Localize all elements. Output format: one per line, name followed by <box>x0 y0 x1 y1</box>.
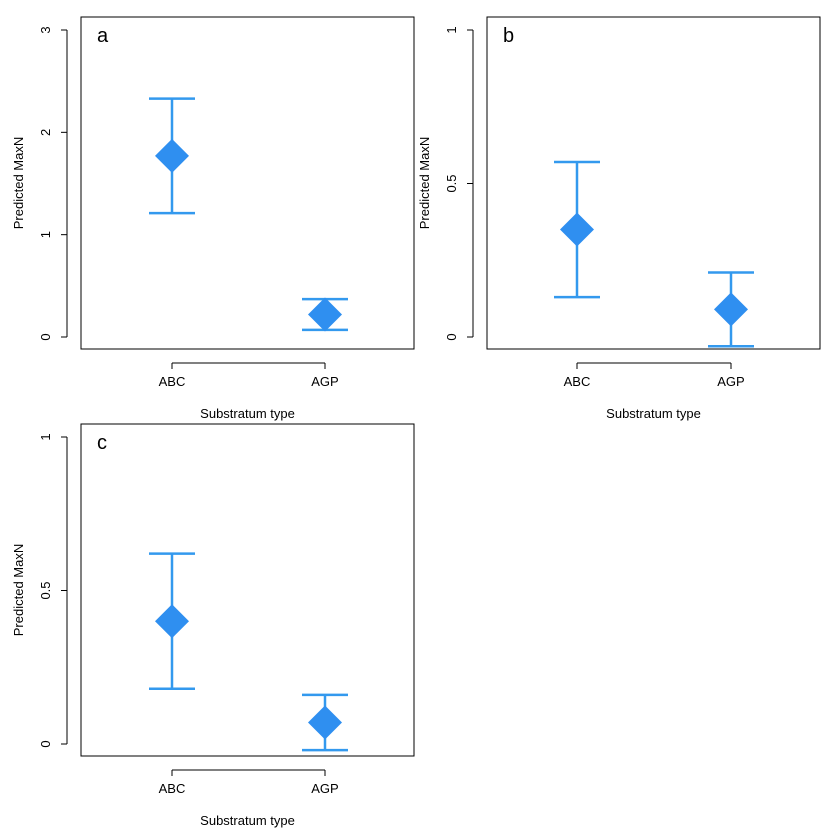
panel-letter: c <box>97 432 107 454</box>
x-tick-label: AGP <box>717 374 744 389</box>
y-tick-label: 1 <box>38 433 53 440</box>
point-abc <box>155 604 189 639</box>
point-abc <box>155 138 189 173</box>
y-tick-label: 1 <box>444 26 459 33</box>
y-tick-label: 3 <box>38 26 53 33</box>
panel-b: b 0 0.5 1 Predicted MaxN ABC AGP Substratum typ… <box>417 16 821 421</box>
panel-c: c 0 0.5 1 Predicted MaxN ABC AGP Substratum typ… <box>11 423 415 828</box>
y-tick-label: 0 <box>444 333 459 340</box>
x-axis-title: Substratum type <box>200 406 295 421</box>
panel-a: a 0 1 2 3 Predicted MaxN ABC AGP Substratum type <box>11 16 415 421</box>
x-axis-title: Substratum type <box>606 406 701 421</box>
y-axis-title: Predicted MaxN <box>11 137 26 229</box>
y-tick-label: 1 <box>38 231 53 238</box>
plot-frame <box>486 16 821 350</box>
panel-letter: a <box>97 25 109 47</box>
point-abc <box>560 212 594 247</box>
panel-letter: b <box>503 25 514 47</box>
x-tick-label: ABC <box>159 374 186 389</box>
point-agp <box>308 705 342 740</box>
point-agp <box>714 292 748 327</box>
x-tick-label: ABC <box>159 781 186 796</box>
x-tick-label: AGP <box>311 374 338 389</box>
point-agp <box>308 297 342 332</box>
plot-frame <box>80 16 415 350</box>
plot-frame <box>80 423 415 757</box>
y-axis-title: Predicted MaxN <box>11 544 26 636</box>
y-tick-label: 0.5 <box>444 174 459 192</box>
x-axis-title: Substratum type <box>200 813 295 828</box>
y-axis-title: Predicted MaxN <box>417 137 432 229</box>
y-tick-label: 0.5 <box>38 581 53 599</box>
y-tick-label: 0 <box>38 740 53 747</box>
y-tick-label: 0 <box>38 333 53 340</box>
y-tick-label: 2 <box>38 129 53 136</box>
x-tick-label: AGP <box>311 781 338 796</box>
x-tick-label: ABC <box>564 374 591 389</box>
